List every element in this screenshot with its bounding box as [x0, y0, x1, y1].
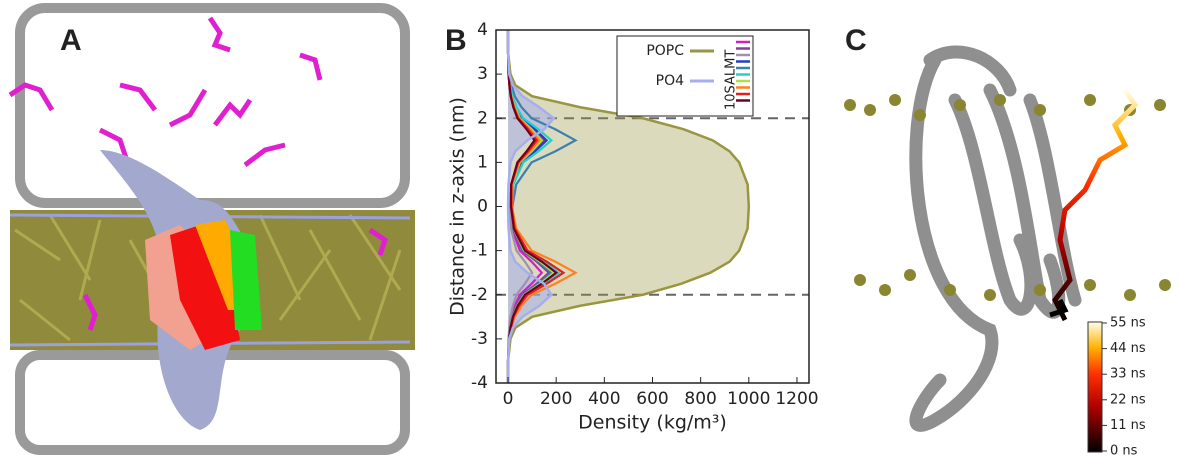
y-axis-label: Distance in z-axis (nm) — [447, 97, 469, 316]
area — [508, 30, 749, 383]
x-tick-label: 1000 — [727, 389, 770, 409]
panel-label: B — [445, 24, 467, 57]
colorbar-tick-label: 11 ns — [1110, 418, 1146, 433]
x-tick-label: 600 — [636, 389, 668, 409]
x-tick-label: 400 — [588, 389, 620, 409]
panel-a-image: A — [8, 3, 415, 455]
x-tick-label: 800 — [684, 389, 716, 409]
colorbar — [1087, 321, 1103, 453]
y-tick-label: -3 — [471, 329, 488, 349]
y-tick-label: -1 — [471, 241, 488, 261]
panel-label: A — [60, 24, 82, 57]
colorbar-tick-label: 44 ns — [1110, 341, 1146, 356]
legend — [616, 35, 754, 117]
line — [506, 30, 556, 383]
x-tick-label: 1200 — [775, 389, 818, 409]
line — [506, 30, 751, 383]
colorbar-tick-label: 22 ns — [1110, 392, 1146, 407]
x-tick-label: 200 — [540, 389, 572, 409]
colorbar-tick-label: 55 ns — [1110, 316, 1146, 331]
y-tick-label: 3 — [477, 64, 488, 84]
y-tick-label: 1 — [477, 152, 488, 172]
x-axis-label: Density (kg/m³) — [578, 412, 727, 434]
colorbar-tick-label: 0 ns — [1110, 444, 1138, 458]
line — [506, 30, 559, 383]
x-tick-label: 0 — [503, 389, 514, 409]
colorbar-tick-label: 33 ns — [1110, 367, 1146, 382]
legend-label: POPC — [646, 43, 684, 59]
panel-label: C — [845, 24, 867, 57]
legend-label: 10SALMT — [724, 50, 739, 110]
legend-label: PO4 — [656, 73, 684, 89]
panel-c-image: C — [844, 24, 1171, 453]
y-tick-label: 2 — [477, 108, 488, 128]
y-tick-label: -2 — [471, 285, 488, 305]
y-tick-label: 0 — [477, 197, 488, 217]
y-tick-label: 4 — [477, 20, 488, 40]
y-tick-label: -4 — [471, 373, 488, 393]
